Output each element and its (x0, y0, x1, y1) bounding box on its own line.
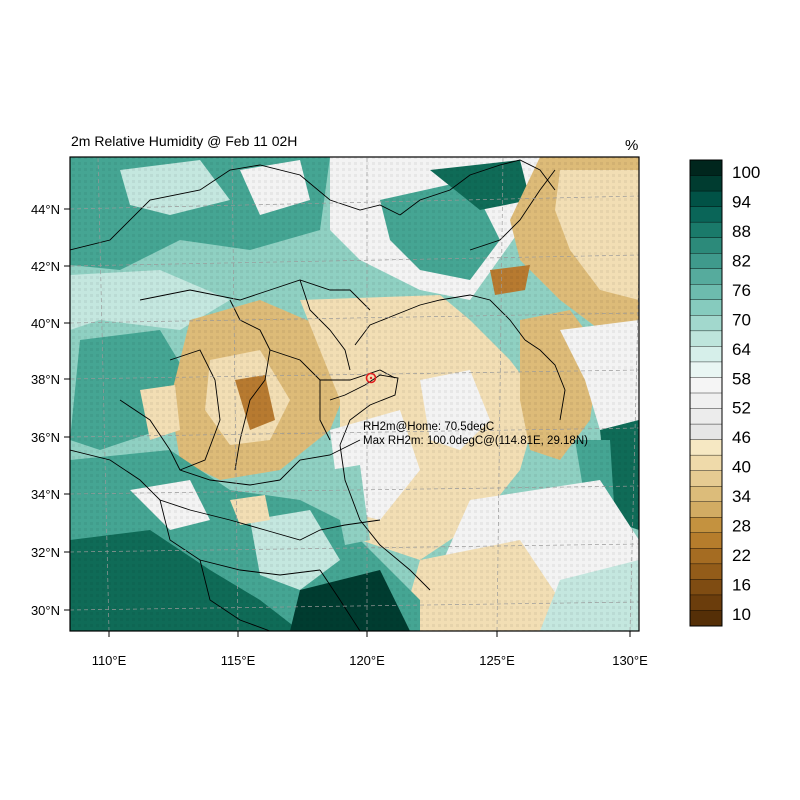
colorbar-label: 28 (732, 517, 751, 536)
colorbar-swatch (689, 470, 723, 487)
lat-tick-label: 34°N (31, 487, 60, 502)
colorbar-swatch (689, 330, 723, 347)
colorbar-swatch (689, 594, 723, 611)
lon-tick-label: 130°E (612, 653, 648, 668)
colorbar-swatch (689, 252, 723, 270)
colorbar-swatch (689, 454, 723, 472)
colorbar-label: 70 (732, 310, 751, 329)
colorbar-label: 58 (732, 369, 751, 388)
colorbar-label: 100 (732, 163, 760, 182)
colorbar-label: 52 (732, 399, 751, 418)
colorbar-swatch (689, 190, 723, 208)
colorbar-swatch (689, 548, 723, 565)
colorbar-swatch (689, 610, 723, 627)
lat-tick-label: 44°N (31, 202, 60, 217)
units-label: % (625, 137, 638, 154)
colorbar-swatch (689, 346, 723, 363)
colorbar-swatch (689, 486, 723, 503)
home-rh-annotation: RH2m@Home: 70.5degC (363, 421, 494, 433)
colorbar-label: 16 (732, 576, 751, 595)
colorbar-swatch (689, 159, 723, 177)
colorbar-label: 40 (732, 458, 751, 477)
colorbar-label: 34 (732, 487, 751, 506)
colorbar-swatch (689, 268, 723, 285)
colorbar-swatch (689, 299, 723, 316)
colorbar-swatch (689, 392, 723, 410)
colorbar-label: 94 (732, 193, 751, 212)
colorbar-swatch (689, 221, 723, 239)
colorbar-swatch (689, 439, 723, 456)
map-frame (69, 156, 640, 632)
lat-tick-label: 38°N (31, 372, 60, 387)
colorbar-swatch (689, 579, 723, 596)
lat-tick-label: 42°N (31, 259, 60, 274)
colorbar-swatches (689, 159, 723, 627)
colorbar-label: 22 (732, 546, 751, 565)
colorbar-swatch (689, 175, 723, 192)
colorbar-swatch (689, 532, 723, 549)
colorbar-swatch (689, 517, 723, 534)
lon-axis: 110°E 115°E 120°E 125°E 130°E (92, 631, 648, 668)
admin-borders (70, 159, 566, 631)
graticule (70, 157, 639, 631)
lon-tick-label: 125°E (479, 653, 515, 668)
colorbar: 100 94 88 82 76 70 64 58 52 46 40 34 28 22 16 10 (689, 159, 760, 627)
colorbar-swatch (689, 284, 723, 301)
lat-tick-label: 30°N (31, 603, 60, 618)
lon-tick-label: 120°E (349, 653, 385, 668)
colorbar-swatch (689, 563, 723, 580)
colorbar-label: 82 (732, 251, 751, 270)
home-location-marker (365, 372, 377, 384)
lat-tick-label: 32°N (31, 545, 60, 560)
colorbar-swatch (689, 361, 723, 378)
colorbar-label: 10 (732, 605, 751, 624)
colorbar-label: 46 (732, 428, 751, 447)
colorbar-label: 76 (732, 281, 751, 300)
colorbar-frame (689, 159, 723, 627)
colorbar-swatch (689, 501, 723, 518)
colorbar-label: 64 (732, 340, 751, 359)
colorbar-swatch (689, 377, 723, 394)
lon-tick-label: 115°E (221, 653, 256, 668)
max-rh-annotation: Max RH2m: 100.0degC@(114.81E, 29.18N) (363, 435, 588, 447)
humidity-field (70, 157, 639, 631)
lon-tick-label: 110°E (92, 653, 127, 668)
colorbar-swatch (689, 237, 723, 254)
colorbar-label: 88 (732, 222, 751, 241)
lat-axis: 44°N 42°N 40°N 38°N 36°N 34°N 32°N 30°N (31, 202, 70, 618)
colorbar-swatch (689, 408, 723, 425)
colorbar-labels: 100 94 88 82 76 70 64 58 52 46 40 34 28 22 16 10 (732, 163, 760, 624)
lat-tick-label: 40°N (31, 316, 60, 331)
colorbar-swatch (689, 423, 723, 441)
colorbar-swatch (689, 315, 723, 332)
colorbar-swatch (689, 206, 723, 223)
map-title: 2m Relative Humidity @ Feb 11 02H (71, 133, 297, 149)
lat-tick-label: 36°N (31, 430, 60, 445)
